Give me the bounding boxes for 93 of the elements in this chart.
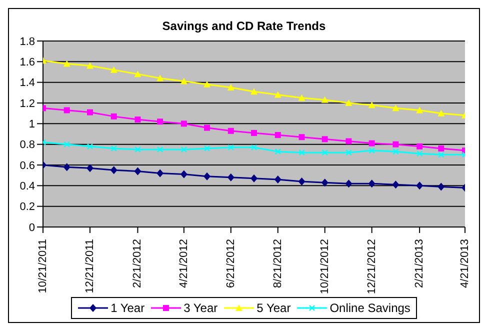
point <box>392 180 400 189</box>
point <box>180 146 188 153</box>
point <box>86 164 94 172</box>
point <box>134 116 141 123</box>
point <box>321 96 328 103</box>
point <box>298 178 306 186</box>
point <box>416 143 423 150</box>
y-tick-label: 1.2 <box>20 98 35 110</box>
point <box>438 145 444 152</box>
y-tick-label: 0.4 <box>20 180 35 193</box>
point <box>64 107 70 114</box>
point <box>86 143 94 150</box>
point <box>86 109 93 116</box>
y-tick-label: 1.4 <box>20 77 35 90</box>
y-tick-label: 0.6 <box>20 160 35 172</box>
x-tick-label: 12/21/2011 <box>84 239 96 294</box>
point <box>251 130 257 136</box>
point <box>368 180 376 188</box>
point <box>204 124 210 131</box>
point <box>250 174 258 182</box>
chart-title: Savings and CD Rate Trends <box>161 19 327 33</box>
point <box>134 146 141 153</box>
y-tick-label: 0.8 <box>20 139 35 152</box>
point <box>110 145 117 152</box>
point <box>64 141 70 148</box>
point <box>392 148 399 155</box>
point <box>321 178 328 187</box>
legend-label: 1 Year <box>110 301 145 315</box>
legend-label: 5 Year <box>256 301 291 315</box>
point <box>346 150 352 156</box>
point <box>274 91 282 98</box>
point <box>157 118 164 125</box>
point <box>180 170 188 178</box>
x-tick-label: 10/21/2011 <box>37 239 49 294</box>
point <box>228 128 234 134</box>
point <box>298 94 306 101</box>
point <box>322 136 328 142</box>
y-tick-label: 0.2 <box>20 201 35 214</box>
legend-label: 3 Year <box>184 301 218 315</box>
point <box>298 134 305 140</box>
point <box>180 120 187 127</box>
x-tick-label: 4/21/2012 <box>178 239 190 288</box>
point <box>322 150 328 156</box>
point <box>345 180 352 188</box>
y-tick-label: 1.8 <box>20 36 35 48</box>
y-tick-label: 0 <box>28 222 35 234</box>
x-tick-label: 4/21/2013 <box>459 239 471 288</box>
point <box>204 172 211 180</box>
point <box>156 146 164 153</box>
point <box>110 66 118 73</box>
point <box>274 132 281 138</box>
point <box>228 144 234 151</box>
x-tick-label: 2/21/2012 <box>132 239 144 288</box>
point <box>416 106 424 114</box>
point <box>134 70 142 78</box>
x-tick-label: 12/21/2012 <box>366 239 378 294</box>
point <box>368 140 375 146</box>
x-tick-label: 8/21/2012 <box>272 239 284 288</box>
x-tick-label: 6/21/2012 <box>224 239 237 288</box>
point <box>86 62 94 69</box>
y-tick-label: 1 <box>28 118 35 131</box>
point <box>416 150 423 157</box>
point <box>110 113 117 120</box>
point <box>63 163 70 172</box>
point <box>368 147 375 154</box>
y-tick-label: 1.6 <box>20 56 35 69</box>
point <box>438 182 445 191</box>
point <box>392 104 400 112</box>
point <box>250 144 258 151</box>
point <box>227 84 234 90</box>
point <box>134 167 142 176</box>
x-tick-label: 2/21/2013 <box>414 239 426 288</box>
point <box>345 100 352 106</box>
point <box>438 152 444 158</box>
point <box>227 173 234 182</box>
x-tick-label: 10/21/2012 <box>318 239 331 294</box>
point <box>274 148 281 155</box>
point <box>156 169 164 178</box>
point <box>250 88 258 95</box>
point <box>416 182 424 190</box>
point <box>274 175 282 184</box>
point <box>438 110 445 116</box>
point <box>298 150 305 156</box>
point <box>346 138 352 144</box>
point <box>368 102 376 108</box>
point <box>156 74 164 82</box>
point <box>180 78 188 84</box>
point <box>204 145 210 152</box>
legend-label: Online Savings <box>330 301 410 315</box>
point <box>63 60 70 67</box>
point <box>110 166 118 174</box>
point <box>204 80 211 88</box>
point <box>392 141 399 148</box>
